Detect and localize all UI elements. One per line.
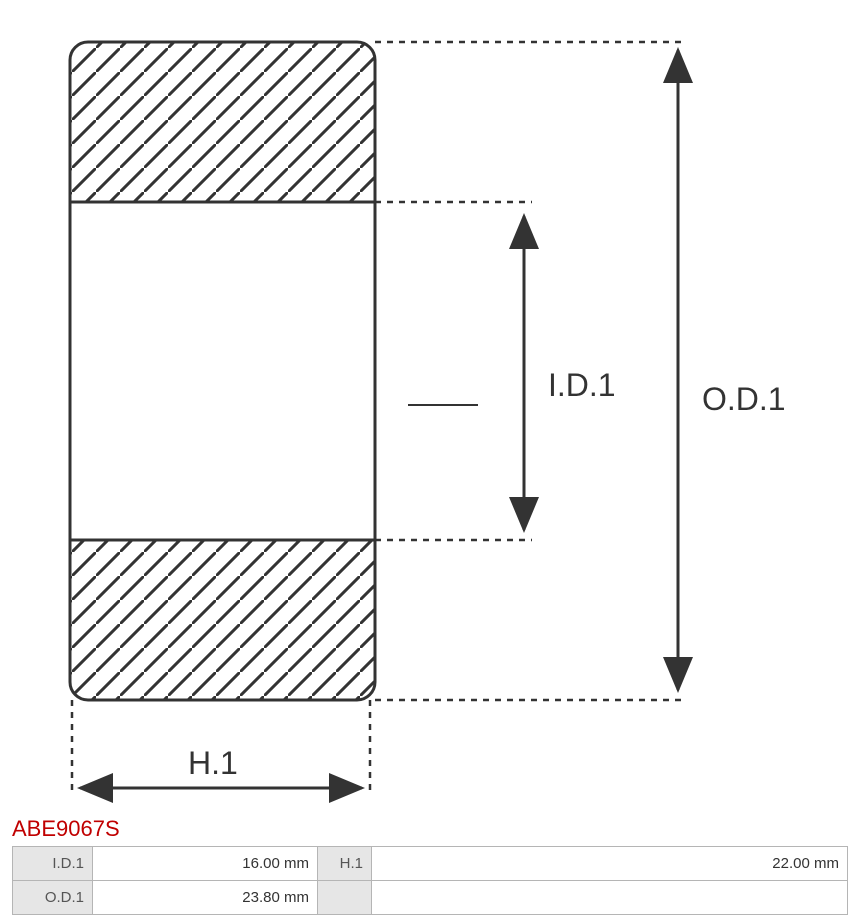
table-row: O.D.1 23.80 mm [13,881,848,915]
table-row: I.D.1 16.00 mm H.1 22.00 mm [13,847,848,881]
hatch-bottom [70,540,375,700]
spec-label: O.D.1 [13,881,93,915]
spec-value: 23.80 mm [93,881,318,915]
spec-label: I.D.1 [13,847,93,881]
dim-od1-label: O.D.1 [702,381,786,417]
spec-table: I.D.1 16.00 mm H.1 22.00 mm O.D.1 23.80 … [12,846,848,915]
dim-id1-label: I.D.1 [548,367,616,403]
spec-label [318,881,372,915]
spec-label: H.1 [318,847,372,881]
part-number: ABE9067S [0,810,848,846]
hatch-top [70,42,375,202]
dim-h1-label: H.1 [188,745,238,781]
spec-value [372,881,848,915]
spec-value: 16.00 mm [93,847,318,881]
diagram-container: O.D.1 I.D.1 H.1 [0,0,848,810]
spec-value: 22.00 mm [372,847,848,881]
technical-drawing: O.D.1 I.D.1 H.1 [0,0,848,810]
